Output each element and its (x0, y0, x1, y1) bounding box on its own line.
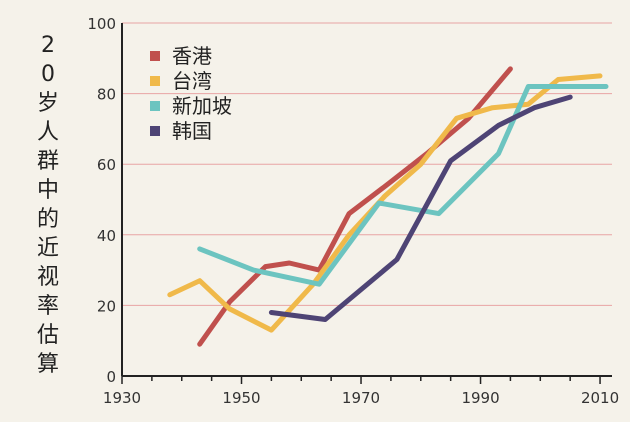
y-axis-label: 2 0 岁人群中的近视率估算 (37, 33, 59, 377)
series-line-1 (167, 73, 603, 333)
y-tick-label: 0 (106, 368, 116, 386)
x-tick-label: 1930 (103, 389, 141, 407)
y-tick-label: 100 (87, 15, 116, 33)
y-tick-label: 20 (97, 297, 116, 315)
series-line-2 (197, 84, 609, 287)
legend-swatch (150, 76, 160, 86)
y-tick-label: 40 (97, 227, 116, 245)
x-tick-label: 1950 (222, 389, 260, 407)
legend-swatch (150, 51, 160, 61)
x-tick-label: 2010 (581, 389, 619, 407)
legend-label: 香港 (172, 44, 212, 68)
series-lines (167, 66, 609, 347)
legend-label: 韩国 (172, 119, 212, 143)
legend-label: 新加坡 (172, 94, 232, 118)
x-tick-label: 1990 (461, 389, 499, 407)
x-tick-label: 1970 (342, 389, 380, 407)
legend-swatch (150, 126, 160, 136)
axes (121, 23, 612, 384)
y-tick-label: 60 (97, 156, 116, 174)
y-tick-label: 80 (97, 86, 116, 104)
tick-labels: 0 20 40 60 80 100 1930 1950 1970 1990 2010 (87, 15, 619, 407)
legend-label: 台湾 (172, 69, 212, 93)
series-line-3 (268, 94, 573, 322)
legend-swatch (150, 101, 160, 111)
series-line-0 (197, 66, 513, 347)
gridlines (122, 22, 612, 306)
